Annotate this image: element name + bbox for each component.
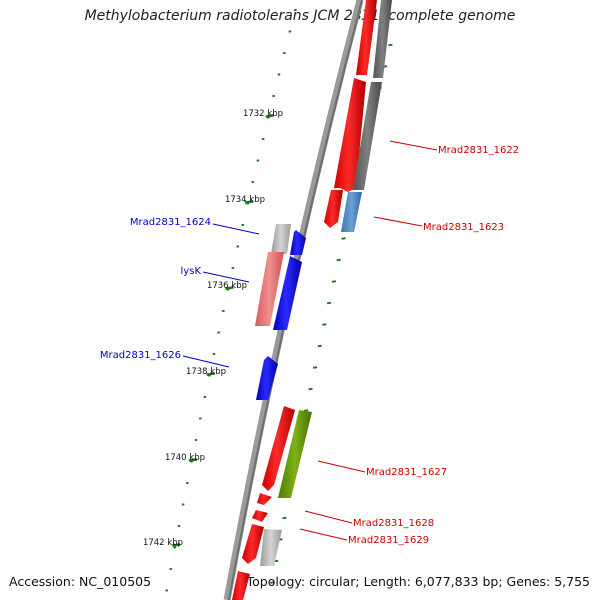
gene-lysk bbox=[273, 256, 302, 330]
callout-line-1622 bbox=[389, 140, 438, 151]
callout-line-1623 bbox=[373, 216, 423, 227]
map-title: Methylobacterium radiotolerans JCM 2831,… bbox=[84, 8, 516, 24]
gene-mrad2831-1628 bbox=[257, 493, 272, 505]
gene-mrad2831-1623 bbox=[341, 192, 362, 232]
accession-text: Accession: NC_010505 bbox=[9, 574, 152, 589]
callout-line-lysk bbox=[202, 271, 250, 283]
gene-forward-lower bbox=[242, 524, 264, 564]
gene-olive-1627 bbox=[278, 410, 312, 498]
outer-tick bbox=[322, 323, 327, 326]
gene-label-mrad2831-1624[interactable]: Mrad2831_1624 bbox=[130, 217, 211, 228]
outer-tick bbox=[308, 387, 313, 391]
outer-tick bbox=[303, 409, 309, 412]
gene-mrad2831-1627 bbox=[262, 406, 295, 491]
tick-label-1742: 1742 kbp bbox=[143, 538, 183, 548]
callout-line-1627 bbox=[317, 460, 366, 473]
major-tick-track bbox=[172, 114, 274, 547]
gene-label-lysk[interactable]: lysK bbox=[181, 266, 202, 277]
outer-tick bbox=[317, 344, 322, 348]
major-tick-4 bbox=[188, 458, 198, 462]
reverse-strand-genes bbox=[255, 224, 306, 400]
tick-label-1736: 1736 kbp bbox=[207, 281, 247, 291]
gene-grey-top bbox=[373, 0, 392, 78]
outer-tick bbox=[326, 301, 332, 305]
outer-tick bbox=[341, 237, 346, 240]
tick-label-1734: 1734 kbp bbox=[225, 195, 265, 205]
tick-label-1738: 1738 kbp bbox=[186, 367, 226, 377]
major-tick-0 bbox=[265, 114, 274, 118]
gene-mrad2831-1629 bbox=[252, 510, 268, 522]
gene-forward-small bbox=[324, 190, 343, 228]
outer-tick bbox=[282, 516, 287, 520]
gene-label-mrad2831-1623[interactable]: Mrad2831_1623 bbox=[423, 222, 504, 233]
gene-forward-bottom bbox=[232, 571, 250, 600]
gene-lysk-pseudo bbox=[255, 252, 284, 326]
gene-name-labels: Mrad2831_1622 Mrad2831_1623 Mrad2831_162… bbox=[100, 145, 519, 546]
gene-light-1624 bbox=[271, 224, 291, 254]
major-tick-2 bbox=[225, 286, 234, 290]
outer-tick bbox=[388, 43, 393, 47]
gene-forward-top bbox=[356, 0, 377, 75]
gene-mrad2831-1626 bbox=[256, 356, 278, 400]
major-tick-5 bbox=[172, 543, 181, 547]
gene-label-mrad2831-1626[interactable]: Mrad2831_1626 bbox=[100, 350, 181, 361]
gene-grey-1622 bbox=[353, 82, 382, 190]
gene-label-mrad2831-1627[interactable]: Mrad2831_1627 bbox=[366, 467, 447, 478]
gene-label-mrad2831-1622[interactable]: Mrad2831_1622 bbox=[438, 145, 519, 156]
minor-tick-track bbox=[165, 8, 297, 592]
outer-tick bbox=[331, 280, 337, 283]
tick-labels: 1732 kbp 1734 kbp 1736 kbp 1738 kbp 1740… bbox=[143, 109, 283, 548]
major-tick-3 bbox=[206, 372, 215, 376]
gene-mrad2831-1624 bbox=[290, 230, 306, 255]
tick-label-1732: 1732 kbp bbox=[243, 109, 283, 119]
tick-label-1740: 1740 kbp bbox=[165, 453, 205, 463]
genome-summary-text: Topology: circular; Length: 6,077,833 bp… bbox=[246, 574, 590, 589]
gene-callouts bbox=[182, 140, 438, 541]
outer-tick bbox=[270, 581, 275, 584]
callout-line-1628 bbox=[304, 510, 353, 524]
gene-light-lower bbox=[260, 529, 282, 566]
callout-line-1624 bbox=[212, 223, 260, 235]
outer-tick bbox=[312, 366, 318, 369]
callout-line-1626 bbox=[182, 355, 230, 368]
major-tick-1 bbox=[244, 200, 254, 204]
outer-tick bbox=[336, 258, 341, 262]
genome-backbone-shade bbox=[228, 0, 363, 600]
forward-strand-genes bbox=[232, 0, 392, 600]
callout-line-1629 bbox=[299, 528, 348, 541]
gene-label-mrad2831-1629[interactable]: Mrad2831_1629 bbox=[348, 535, 429, 546]
gene-label-mrad2831-1628[interactable]: Mrad2831_1628 bbox=[353, 518, 434, 529]
